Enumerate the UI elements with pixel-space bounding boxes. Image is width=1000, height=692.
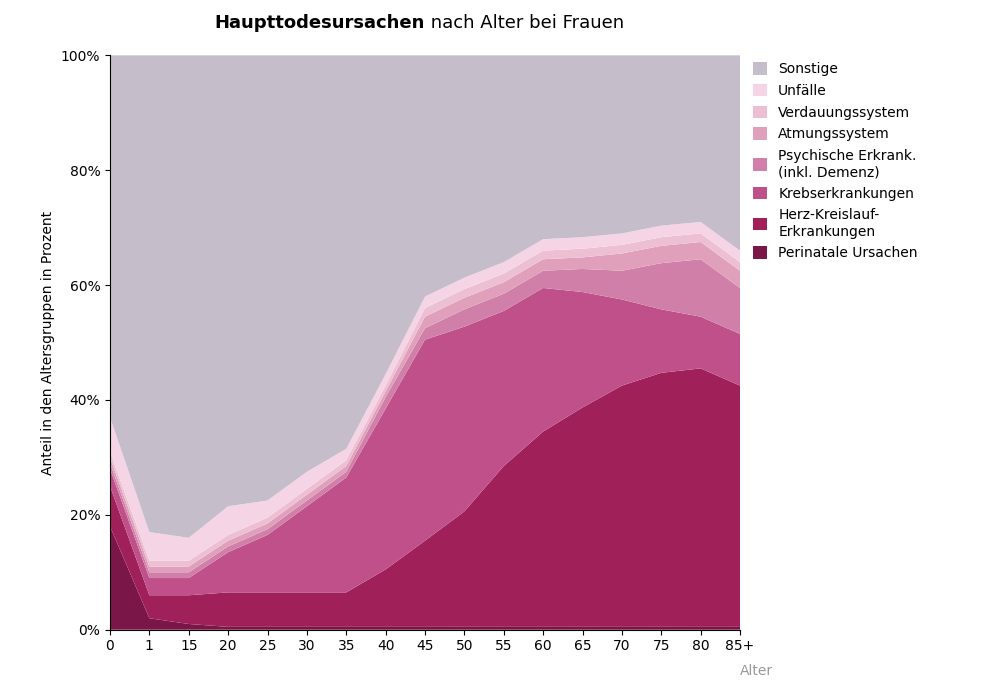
Y-axis label: Anteil in den Altersgruppen in Prozent: Anteil in den Altersgruppen in Prozent <box>41 210 55 475</box>
Text: nach Alter bei Frauen: nach Alter bei Frauen <box>425 15 624 33</box>
Text: Haupttodesursachen: Haupttodesursachen <box>215 15 425 33</box>
Text: Alter: Alter <box>740 664 773 678</box>
Legend: Sonstige, Unfälle, Verdauungssystem, Atmungssystem, Psychische Erkrank.
(inkl. D: Sonstige, Unfälle, Verdauungssystem, Atm… <box>753 62 918 260</box>
